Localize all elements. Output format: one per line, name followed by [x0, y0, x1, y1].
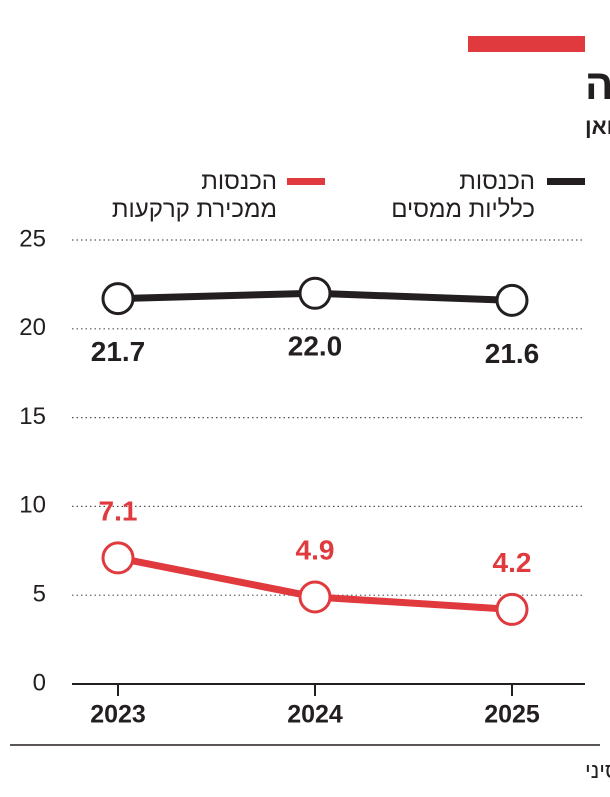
point — [298, 276, 332, 310]
legend-swatch — [287, 178, 325, 185]
y-tick-label: 25 — [19, 225, 46, 252]
data-label: 4.2 — [493, 547, 532, 578]
chart-subtitle: הכנסות, בטריליוני יואן — [585, 114, 610, 139]
y-tick-label: 0 — [33, 669, 46, 696]
x-tick-label: 2025 — [484, 701, 540, 729]
data-label: 21.6 — [485, 338, 540, 369]
data-label: 4.9 — [296, 534, 335, 565]
data-label: 7.1 — [99, 495, 138, 526]
legend-label: הכנסות ממכירת קרקעות — [111, 168, 277, 223]
legend-label: הכנסות כלליות ממסים — [391, 168, 535, 223]
source: מקור: פייננשל טיימס, משרד האוצר הסיני — [585, 758, 610, 783]
point — [495, 592, 529, 626]
legend-swatch — [547, 178, 585, 185]
point — [101, 541, 135, 575]
data-label: 21.7 — [91, 336, 146, 367]
y-tick-label: 20 — [19, 314, 46, 341]
data-label: 22.0 — [288, 331, 343, 362]
chart-title: הכנסות הממשל הסיני בירידה — [585, 61, 610, 108]
y-tick-label: 5 — [33, 581, 46, 608]
y-tick-label: 15 — [19, 403, 46, 430]
point — [101, 282, 135, 316]
y-tick-label: 10 — [19, 492, 46, 519]
point — [495, 283, 529, 317]
accent-bar — [468, 36, 585, 52]
x-tick-label: 2024 — [287, 701, 343, 729]
x-tick-label: 2023 — [90, 701, 146, 729]
point — [298, 580, 332, 614]
